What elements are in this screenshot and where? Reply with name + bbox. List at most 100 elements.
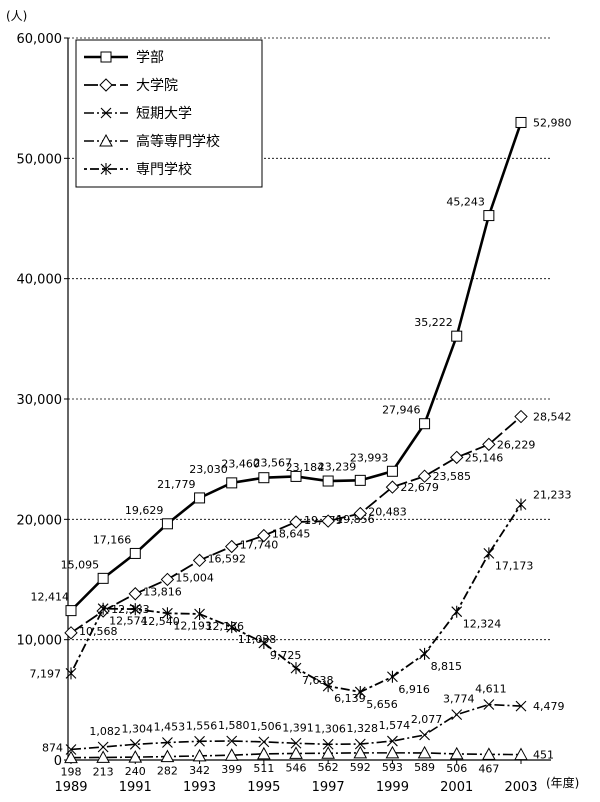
data-point	[192, 748, 207, 762]
data-point	[65, 605, 77, 617]
data-label: 12,574	[109, 615, 147, 628]
data-point	[385, 480, 400, 494]
data-label: 16,592	[208, 552, 247, 565]
data-point	[354, 685, 366, 698]
data-label: 21,233	[533, 488, 572, 501]
data-label: 10,568	[79, 625, 118, 638]
data-point	[162, 607, 173, 620]
data-label: 4,479	[533, 700, 565, 713]
data-point	[322, 475, 334, 487]
data-point	[194, 607, 205, 620]
data-point	[65, 667, 77, 680]
data-point	[419, 729, 430, 741]
data-point	[322, 680, 334, 693]
data-point	[482, 437, 496, 452]
x-tick-label: 1997	[312, 780, 345, 795]
data-point	[387, 735, 398, 747]
data-label: 5,656	[366, 698, 398, 711]
data-label: 213	[93, 765, 114, 778]
data-label: 1,391	[282, 721, 314, 734]
data-label: 451	[533, 749, 554, 762]
x-tick-labels: 1989 1991 1993 1995 1997 1999 2001 2003	[54, 780, 537, 795]
data-label: 23,030	[189, 463, 228, 476]
data-point	[515, 498, 527, 511]
legend-label: 短期大学	[136, 106, 192, 122]
data-point	[161, 518, 173, 530]
data-label: 874	[42, 741, 63, 754]
data-label: 17,173	[495, 559, 534, 572]
data-label: 1,304	[122, 722, 154, 735]
data-point	[226, 477, 238, 489]
data-label: 282	[157, 765, 178, 778]
data-label: 1,574	[379, 719, 411, 732]
data-point	[354, 738, 366, 750]
legend-label: 大学院	[136, 78, 178, 94]
data-label: 12,136	[206, 620, 245, 633]
data-point	[160, 572, 175, 587]
data-label: 399	[221, 763, 242, 776]
data-label: 1,580	[218, 719, 250, 732]
series-group: 12,414 15,095 17,166 19,629 21,779 23,03023,4…	[30, 116, 572, 778]
x-unit-label: (年度)	[546, 775, 579, 790]
data-label: 511	[253, 762, 274, 775]
data-point	[451, 709, 463, 720]
data-label: 20,483	[368, 506, 407, 519]
data-label: 1,328	[347, 722, 379, 735]
data-label: 4,611	[475, 683, 507, 696]
data-point	[194, 735, 205, 747]
data-label: 198	[61, 766, 82, 779]
data-label: 3,774	[443, 693, 475, 706]
data-label: 12,540	[141, 615, 180, 628]
legend-marker	[100, 163, 112, 175]
data-label: 23,993	[350, 451, 389, 464]
data-label: 21,779	[157, 478, 196, 491]
y-tick-label: 50,000	[17, 152, 63, 167]
data-point	[451, 605, 463, 618]
data-label: 11,038	[238, 633, 277, 646]
data-point	[257, 746, 271, 760]
y-tick-labels: 0 10,000 20,000 30,000 40,000 50,000 60,000	[17, 32, 63, 769]
data-label: 17,166	[93, 533, 132, 546]
data-label: 13,816	[143, 586, 182, 599]
data-label: 12,193	[173, 619, 212, 632]
data-point	[129, 738, 141, 750]
data-point	[96, 750, 110, 763]
grid-lines	[68, 37, 551, 641]
series-line	[70, 415, 522, 634]
x-tick-label: 2003	[504, 780, 537, 795]
data-point	[321, 746, 335, 759]
data-label: 9,725	[270, 649, 302, 662]
data-point	[226, 735, 238, 747]
series-2: 10,56812,38313,81615,00416,59217,74018,6…	[64, 409, 572, 640]
data-point	[322, 738, 334, 750]
data-point	[483, 210, 495, 222]
x-tick-label: 1993	[183, 780, 216, 795]
data-label: 6,916	[398, 683, 430, 696]
data-label: 2,077	[411, 713, 443, 726]
data-point	[483, 547, 495, 560]
y-tick-label: 60,000	[17, 32, 63, 47]
legend-label: 高等専門学校	[136, 133, 220, 150]
data-point	[128, 750, 143, 763]
data-point	[258, 736, 270, 748]
x-tick-label: 1999	[376, 780, 409, 795]
data-point	[290, 662, 302, 675]
data-point	[97, 572, 109, 584]
legend-marker	[100, 51, 112, 63]
data-point	[419, 418, 431, 430]
legend-label: 専門学校	[136, 161, 192, 178]
data-point	[290, 470, 302, 482]
legend-marker	[99, 133, 113, 147]
data-point	[129, 603, 141, 616]
data-label: 19,856	[336, 513, 375, 526]
data-point	[129, 547, 141, 559]
data-point	[64, 750, 78, 764]
data-point	[385, 745, 400, 759]
data-point	[515, 116, 527, 128]
data-label: 592	[350, 761, 371, 774]
data-label: 22,679	[400, 481, 439, 494]
data-label: 23,585	[433, 470, 472, 483]
data-point	[515, 700, 527, 712]
data-label: 6,139	[334, 692, 366, 705]
data-point	[417, 745, 432, 759]
